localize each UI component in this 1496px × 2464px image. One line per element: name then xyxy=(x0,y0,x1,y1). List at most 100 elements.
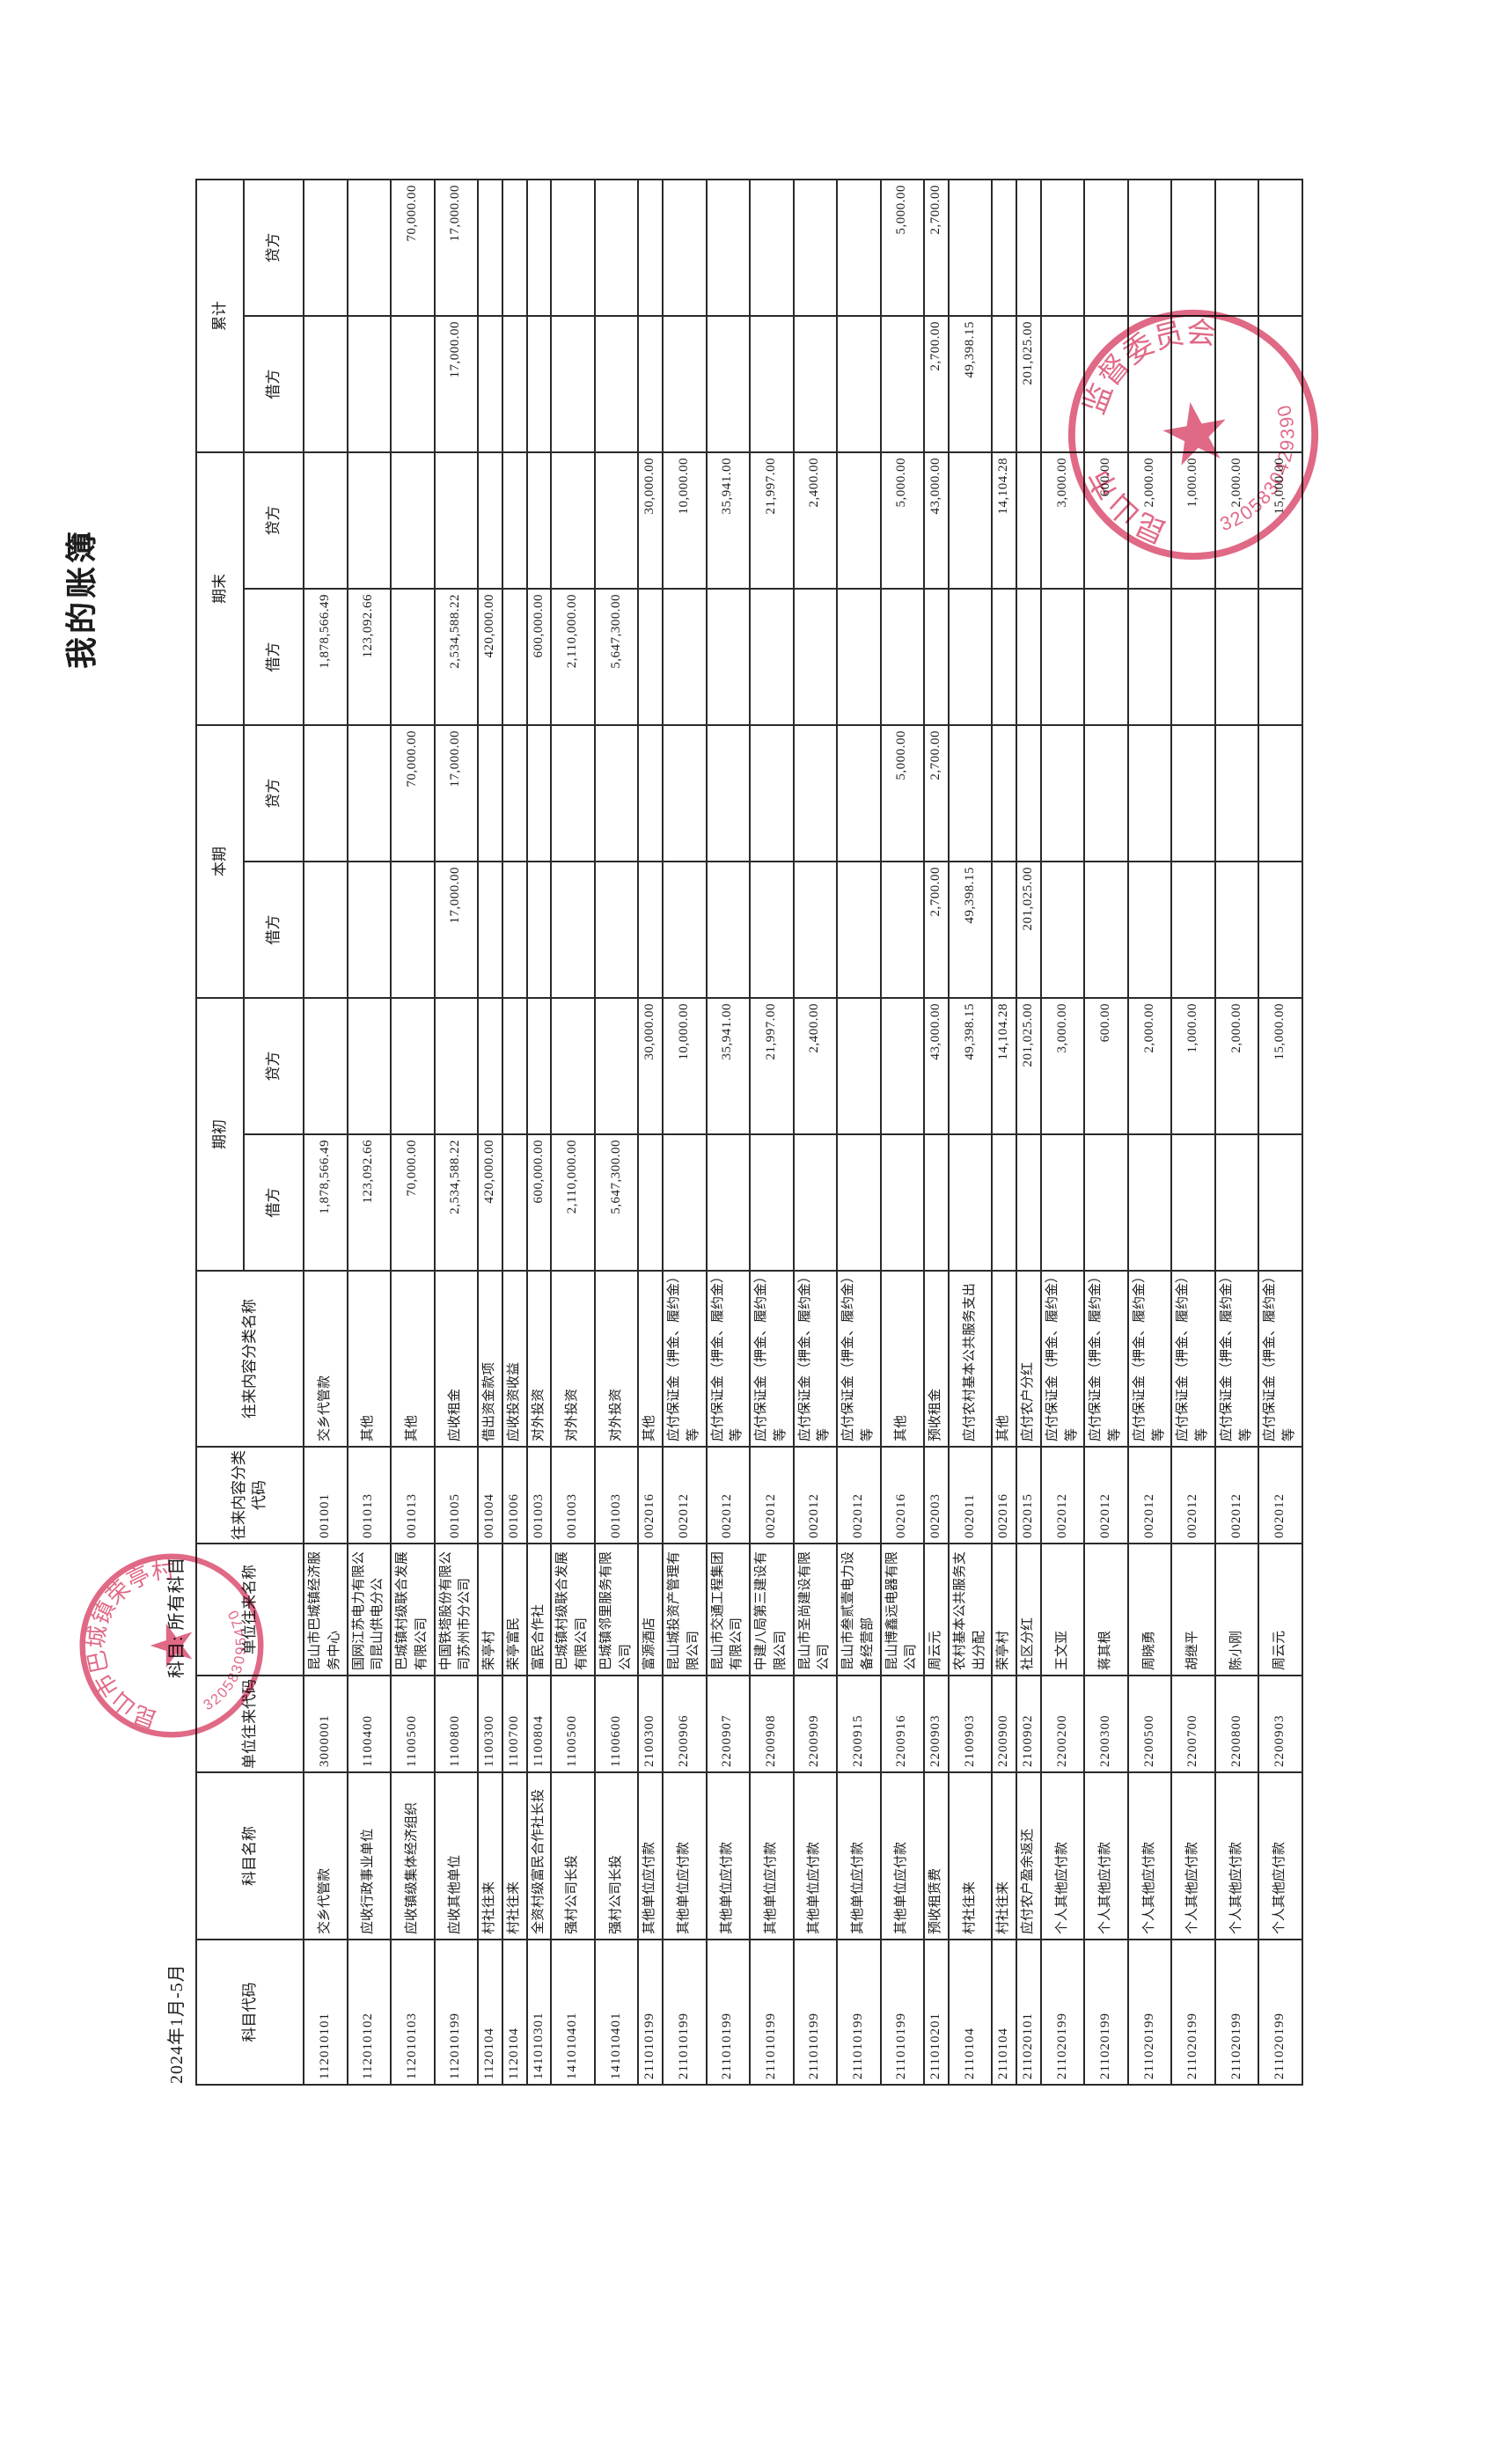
current-credit-cell xyxy=(551,725,595,862)
opening-credit-cell: 600.00 xyxy=(1084,998,1128,1134)
category-name-cell: 其他 xyxy=(880,1271,924,1447)
unit-code-cell: 2200907 xyxy=(706,1676,750,1772)
category-name-cell: 应收租金 xyxy=(434,1271,478,1447)
current-debit-cell xyxy=(594,862,639,998)
category-name-cell: 应付农村基本公共服务支出 xyxy=(948,1271,993,1447)
closing-credit-cell xyxy=(502,452,527,589)
cumulative-debit-cell xyxy=(391,316,435,452)
cumulative-credit-cell xyxy=(594,180,639,316)
subject-code-cell: 141010401 xyxy=(594,1940,639,2085)
closing-debit-header: 借方 xyxy=(244,589,304,725)
category-name-cell: 借出资金款项 xyxy=(478,1271,502,1447)
category-code-cell: 002012 xyxy=(1214,1447,1259,1544)
opening-debit-cell xyxy=(750,1134,794,1271)
category-name-cell: 预收租金 xyxy=(924,1271,949,1447)
subject-name-cell: 村社往来 xyxy=(948,1772,993,1940)
subject-code-cell: 211020199 xyxy=(1214,1940,1259,2085)
subject-filter-label: 科目: 所有科目 xyxy=(167,1556,187,1678)
opening-debit-cell xyxy=(1171,1134,1215,1271)
subject-code-cell: 211020199 xyxy=(1258,1940,1302,2085)
closing-credit-cell: 1,000.00 xyxy=(1171,452,1215,589)
current-credit-cell xyxy=(1127,725,1172,862)
unit-name-cell: 农村基本公共服务支出分配 xyxy=(948,1544,993,1676)
category-name-cell: 应付保证金（押金、履约金）等 xyxy=(1258,1271,1302,1447)
cumulative-credit-cell xyxy=(793,180,837,316)
subject-code-cell: 112010102 xyxy=(347,1940,391,2085)
subject-name-cell: 其他单位应付款 xyxy=(663,1772,707,1940)
closing-credit-cell: 2,400.00 xyxy=(793,452,837,589)
cumulative-credit-cell xyxy=(948,180,993,316)
closing-debit-cell xyxy=(391,589,435,725)
opening-group-header: 期初 xyxy=(196,998,244,1271)
cumulative-credit-cell xyxy=(1171,180,1215,316)
subject-name-cell: 应收镇级集体经济组织 xyxy=(391,1772,435,1940)
current-debit-cell xyxy=(391,862,435,998)
current-credit-cell xyxy=(992,725,1016,862)
cumulative-debit-cell xyxy=(551,316,595,452)
unit-code-cell: 2200903 xyxy=(924,1676,949,1772)
category-code-cell: 002012 xyxy=(1171,1447,1215,1544)
subject-code-cell: 141010401 xyxy=(551,1940,595,2085)
current-debit-cell: 49,398.15 xyxy=(948,862,993,998)
current-credit-cell xyxy=(837,725,881,862)
opening-credit-cell xyxy=(594,998,639,1134)
subject-name-cell: 个人其他应付款 xyxy=(1127,1772,1172,1940)
cumulative-debit-cell xyxy=(706,316,750,452)
closing-credit-cell xyxy=(526,452,552,589)
category-name-cell: 应付保证金（押金、履约金）等 xyxy=(793,1271,837,1447)
closing-debit-cell: 420,000.00 xyxy=(478,589,502,725)
closing-debit-cell xyxy=(502,589,527,725)
period-label: 2024年1月-5月 xyxy=(167,1963,187,2084)
subject-name-header: 科目名称 xyxy=(196,1772,304,1940)
category-name-cell: 应付保证金（押金、履约金）等 xyxy=(1171,1271,1215,1447)
closing-credit-cell xyxy=(1016,452,1041,589)
category-name-cell: 应付保证金（押金、履约金）等 xyxy=(1214,1271,1259,1447)
unit-code-cell: 2200900 xyxy=(992,1676,1016,1772)
category-name-cell: 其他 xyxy=(638,1271,663,1447)
closing-credit-cell: 35,941.00 xyxy=(706,452,750,589)
unit-code-cell: 2100903 xyxy=(948,1676,993,1772)
closing-credit-cell xyxy=(551,452,595,589)
opening-debit-cell xyxy=(1214,1134,1259,1271)
current-debit-cell: 2,700.00 xyxy=(924,862,949,998)
subject-code-cell: 211010199 xyxy=(880,1940,924,2085)
current-credit-cell xyxy=(948,725,993,862)
opening-credit-cell: 21,997.00 xyxy=(750,998,794,1134)
subject-code-cell: 211020199 xyxy=(1127,1940,1172,2085)
cumulative-debit-cell xyxy=(880,316,924,452)
table-row: 141010301 全资村级富民合作社长投 1100804 富民合作社 0010… xyxy=(526,180,552,2085)
unit-code-cell: 2200909 xyxy=(793,1676,837,1772)
subject-code-cell: 211020199 xyxy=(1171,1940,1215,2085)
unit-name-cell: 昆山市圣尚建设有限公司 xyxy=(793,1544,837,1676)
ledger-table: 科目代码 科目名称 单位往来代码 单位往来名称 往来内容分类代码 往来内容分类名… xyxy=(195,179,1303,2086)
category-name-cell: 应付保证金（押金、履约金）等 xyxy=(663,1271,707,1447)
opening-credit-cell xyxy=(391,998,435,1134)
current-debit-cell xyxy=(1214,862,1259,998)
unit-code-header: 单位往来代码 xyxy=(196,1676,304,1772)
current-debit-cell xyxy=(1171,862,1215,998)
cumulative-credit-cell xyxy=(992,180,1016,316)
unit-code-cell: 2200915 xyxy=(837,1676,881,1772)
subject-name-cell: 个人其他应付款 xyxy=(1084,1772,1128,1940)
current-credit-cell xyxy=(347,725,391,862)
closing-credit-cell: 30,000.00 xyxy=(638,452,663,589)
current-debit-cell xyxy=(1258,862,1302,998)
category-code-cell: 002012 xyxy=(750,1447,794,1544)
category-name-cell: 应收投资收益 xyxy=(502,1271,527,1447)
unit-name-cell: 王文亚 xyxy=(1040,1544,1085,1676)
opening-credit-cell: 30,000.00 xyxy=(638,998,663,1134)
subject-name-cell: 强村公司长投 xyxy=(594,1772,639,1940)
category-code-cell: 002012 xyxy=(663,1447,707,1544)
closing-debit-cell: 2,110,000.00 xyxy=(551,589,595,725)
opening-debit-cell xyxy=(948,1134,993,1271)
opening-debit-cell xyxy=(1127,1134,1172,1271)
unit-code-cell: 1100500 xyxy=(391,1676,435,1772)
table-row: 211010199 其他单位应付款 2200906 昆山城投资产管理有限公司 0… xyxy=(663,180,707,2085)
cumulative-debit-cell: 17,000.00 xyxy=(434,316,478,452)
unit-name-cell: 荣亭村 xyxy=(478,1544,502,1676)
closing-debit-cell xyxy=(1171,589,1215,725)
closing-debit-cell xyxy=(1084,589,1128,725)
category-name-cell: 应付保证金（押金、履约金）等 xyxy=(837,1271,881,1447)
subject-name-cell: 全资村级富民合作社长投 xyxy=(526,1772,552,1940)
category-code-cell: 002012 xyxy=(1040,1447,1085,1544)
